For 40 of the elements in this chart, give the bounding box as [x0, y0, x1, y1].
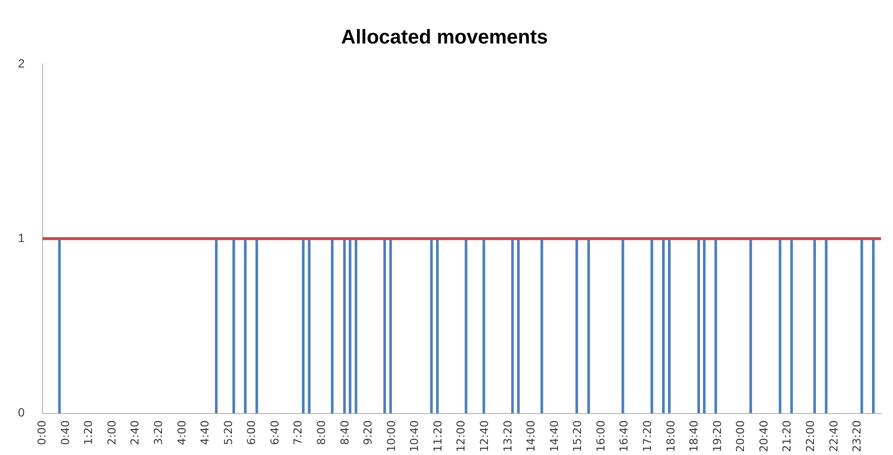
x-tick-label: 3:20 [152, 420, 165, 446]
x-tick-label: 2:40 [128, 420, 142, 446]
x-tick-label: 4:40 [198, 420, 212, 446]
x-tick-label: 12:40 [478, 420, 491, 452]
y-tick-label: 2 [18, 56, 25, 70]
x-tick-label: 4:00 [175, 420, 188, 446]
x-tick-label: 20:40 [757, 420, 770, 452]
x-tick-label: 6:00 [245, 420, 258, 446]
x-tick-label: 15:20 [571, 420, 584, 452]
x-tick-label: 17:20 [640, 420, 654, 452]
x-tick-label: 2:00 [105, 420, 118, 446]
x-tick-label: 12:00 [454, 420, 468, 452]
x-tick-label: 1:20 [82, 420, 96, 446]
x-tick-label: 6:40 [268, 420, 282, 446]
x-tick-label: 11:20 [431, 420, 444, 452]
y-tick-label: 1 [18, 230, 25, 245]
x-tick-label: 19:20 [710, 420, 724, 452]
x-tick-label: 8:40 [338, 420, 352, 446]
x-tick-label: 10:00 [384, 420, 398, 452]
x-tick-label: 18:40 [688, 420, 701, 452]
x-tick-label: 9:20 [362, 420, 375, 446]
x-tick-label: 18:00 [664, 420, 678, 452]
x-tick-label: 10:40 [408, 420, 422, 452]
x-tick-label: 16:40 [618, 420, 631, 452]
y-tick-label: 0 [18, 406, 25, 420]
x-tick-label: 21:20 [780, 420, 794, 452]
x-tick-label: 14:00 [524, 420, 538, 452]
x-tick-label: 20:00 [734, 420, 748, 452]
x-tick-label: 0:00 [36, 420, 49, 446]
x-tick-label: 8:00 [314, 420, 328, 446]
x-tick-label: 7:20 [292, 420, 305, 446]
chart-title: Allocated movements [341, 26, 548, 49]
x-tick-label: 22:40 [827, 420, 840, 452]
x-tick-label: 14:40 [548, 420, 561, 452]
x-tick-label: 16:00 [594, 420, 608, 452]
x-tick-label: 23:20 [850, 420, 864, 452]
x-tick-label: 13:20 [501, 420, 514, 452]
x-tick-label: 0:40 [58, 420, 72, 446]
x-tick-label: 5:20 [222, 420, 235, 446]
x-tick-label: 22:00 [804, 420, 817, 452]
